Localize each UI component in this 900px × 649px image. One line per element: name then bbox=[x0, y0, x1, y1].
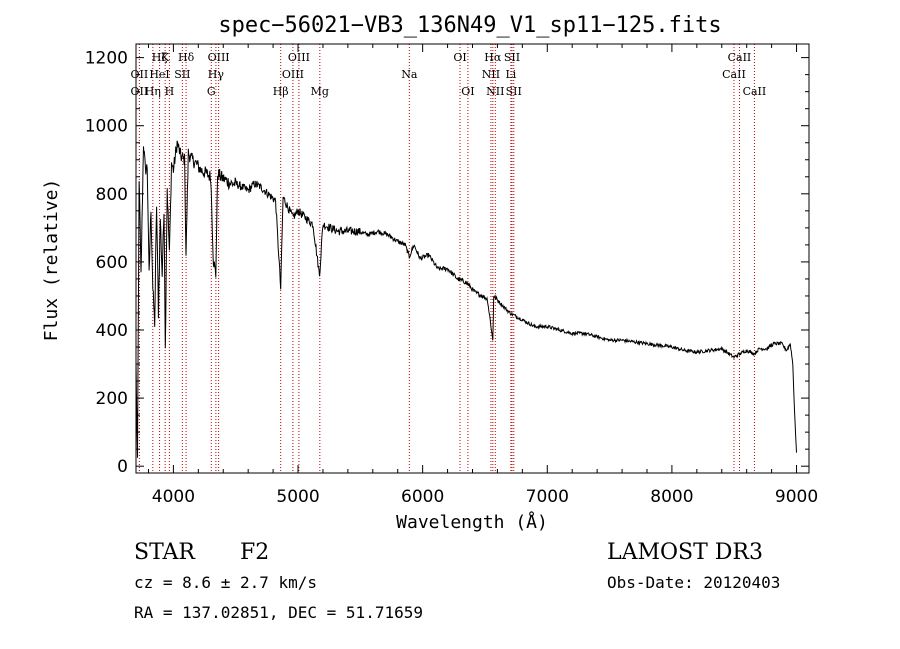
x-axis-label: Wavelength (Å) bbox=[396, 511, 548, 533]
y-tick-label: 1000 bbox=[85, 117, 128, 137]
feature-line-label: SII bbox=[504, 51, 520, 64]
y-axis-label: Flux (relative) bbox=[41, 179, 62, 342]
plot-frame bbox=[135, 43, 810, 474]
survey-name: LAMOST DR3 bbox=[607, 540, 763, 565]
x-tick-label: 5000 bbox=[276, 487, 319, 507]
y-tick-label: 1200 bbox=[85, 49, 128, 69]
feature-line-label: SII bbox=[506, 85, 522, 98]
feature-line-label: Mg bbox=[311, 85, 329, 98]
feature-line-label: OIII bbox=[288, 51, 310, 64]
feature-line-label: Hγ bbox=[208, 68, 225, 81]
y-tick-label: 200 bbox=[96, 389, 128, 409]
feature-line-label: Na bbox=[401, 68, 418, 81]
x-tick-label: 9000 bbox=[775, 487, 818, 507]
feature-line-label: Li bbox=[505, 68, 516, 81]
feature-line-label: H bbox=[165, 85, 175, 98]
obs-date: Obs-Date: 20120403 bbox=[607, 573, 781, 592]
feature-line-label: Hβ bbox=[273, 85, 289, 98]
emission-lines-layer bbox=[138, 44, 755, 473]
flux-series-line bbox=[135, 140, 797, 458]
x-axis-ticks: 4000 5000 6000 7000 8000 9000 bbox=[147, 44, 818, 507]
feature-line-label: K bbox=[161, 51, 170, 64]
feature-line-label: Hζ bbox=[152, 51, 168, 64]
feature-line-label: CaII bbox=[722, 68, 746, 81]
y-axis-ticks: 0 200 400 600 800 1000 1200 bbox=[85, 49, 809, 477]
feature-line-label: CaII bbox=[743, 85, 767, 98]
x-tick-label: 4000 bbox=[152, 487, 195, 507]
x-tick-label: 7000 bbox=[526, 487, 569, 507]
feature-line-label: OIII bbox=[282, 68, 304, 81]
feature-line-label: NII bbox=[482, 68, 500, 81]
feature-line-label: Hδ bbox=[178, 51, 195, 64]
coordinates: RA = 137.02851, DEC = 51.71659 bbox=[134, 603, 423, 622]
redshift: cz = 8.6 ± 2.7 km/s bbox=[134, 573, 318, 592]
y-tick-label: 800 bbox=[96, 185, 128, 205]
feature-line-label: G bbox=[207, 85, 216, 98]
y-tick-label: 600 bbox=[96, 253, 128, 273]
feature-line-label: OIII bbox=[208, 51, 230, 64]
x-tick-label: 8000 bbox=[650, 487, 693, 507]
subclass: F2 bbox=[240, 540, 270, 565]
feature-line-label: NII bbox=[486, 85, 504, 98]
feature-line-label: OI bbox=[461, 85, 474, 98]
feature-line-label: CaII bbox=[728, 51, 752, 64]
feature-line-label: SII bbox=[174, 68, 190, 81]
x-tick-label: 6000 bbox=[401, 487, 444, 507]
y-tick-label: 0 bbox=[117, 457, 128, 477]
feature-line-label: Hα bbox=[484, 51, 502, 64]
feature-line-label: Hη bbox=[145, 85, 161, 98]
chart-title: spec−56021−VB3_136N49_V1_sp11−125.fits bbox=[218, 13, 721, 38]
y-tick-label: 400 bbox=[96, 321, 128, 341]
object-type: STAR bbox=[134, 540, 195, 565]
feature-line-label: OI bbox=[453, 51, 466, 64]
feature-line-label: HeI bbox=[149, 68, 169, 81]
